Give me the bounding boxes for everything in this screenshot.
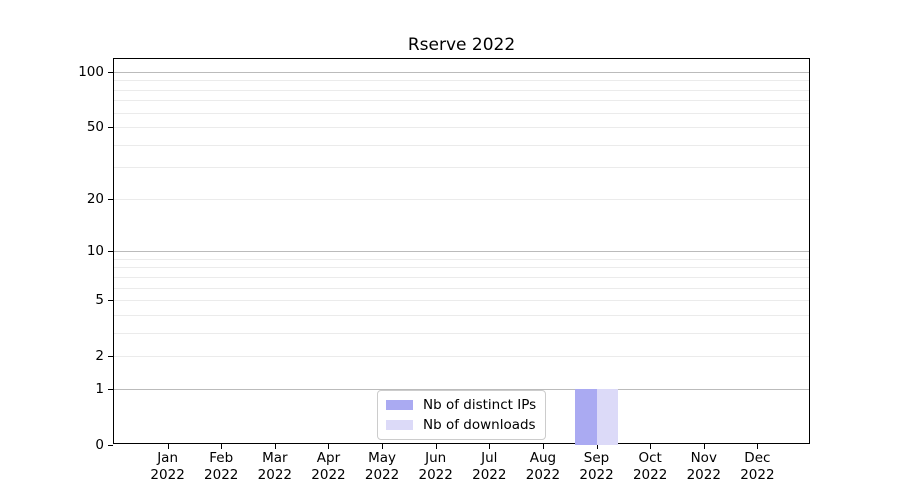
x-tick [542, 444, 544, 449]
y-tick [108, 356, 113, 358]
x-tick-label: May 2022 [365, 450, 399, 484]
y-tick-label: 1 [95, 380, 104, 397]
chart-title: Rserve 2022 [407, 35, 516, 55]
x-tick [703, 444, 705, 449]
legend-swatch-distinct-ips [386, 400, 413, 410]
x-tick-label: Dec 2022 [740, 450, 774, 484]
x-tick [167, 444, 169, 449]
x-tick-label: Nov 2022 [687, 450, 721, 484]
x-tick-year: 2022 [364, 466, 400, 483]
x-tick-month: Oct [638, 450, 662, 466]
x-tick [435, 444, 437, 449]
y-tick-label: 0 [95, 437, 104, 453]
y-gridline-minor [114, 167, 809, 169]
y-gridline-minor [114, 198, 809, 200]
y-tick-label: 5 [95, 292, 104, 309]
y-gridline-minor [114, 89, 809, 91]
bar-sep-series1 [596, 388, 618, 445]
y-gridline-minor [114, 314, 809, 316]
y-tick [108, 445, 113, 446]
legend-label-distinct-ips: Nb of distinct IPs [423, 397, 537, 413]
y-gridline-minor [114, 287, 809, 289]
x-tick-month: Sep [583, 450, 610, 466]
legend-entry-downloads: Nb of downloads [386, 417, 536, 433]
x-tick [650, 444, 652, 449]
y-gridline-minor [114, 356, 809, 358]
y-gridline-minor [114, 267, 809, 269]
x-tick-month: Feb [209, 450, 234, 466]
x-tick-label: Aug 2022 [526, 450, 560, 484]
x-tick-year: 2022 [257, 466, 293, 483]
plot-area: Nb of distinct IPs Nb of downloads 0 1 2 5 1… [78, 58, 810, 483]
legend-entry-distinct-ips: Nb of distinct IPs [386, 397, 536, 413]
y-gridline-minor [114, 80, 809, 82]
y-tick-label: 50 [86, 119, 104, 136]
y-tick [108, 300, 113, 302]
x-tick-month: Jul [481, 450, 498, 466]
legend-swatch-downloads [386, 420, 413, 430]
y-tick [108, 388, 113, 390]
legend: Nb of distinct IPs Nb of downloads [377, 390, 546, 440]
y-tick-label: 100 [78, 64, 104, 80]
legend-label-downloads: Nb of downloads [423, 417, 536, 433]
x-tick-label: Jun 2022 [419, 450, 453, 484]
y-tick [108, 251, 113, 253]
x-tick-label: Oct 2022 [633, 450, 667, 484]
x-tick-month: Nov [690, 450, 717, 466]
y-gridline-minor [114, 300, 809, 302]
x-tick [489, 444, 491, 449]
x-tick [596, 444, 598, 449]
y-gridline-minor [114, 127, 809, 129]
x-tick-month: Mar [262, 450, 288, 466]
x-tick-label: Mar 2022 [258, 450, 292, 484]
x-tick-year: 2022 [418, 466, 453, 483]
x-tick-month: May [368, 450, 397, 466]
y-tick [108, 72, 113, 73]
y-gridline-major [114, 388, 809, 390]
y-gridline-minor [114, 332, 809, 334]
y-gridline-minor [114, 276, 809, 278]
y-tick-label: 10 [86, 243, 104, 260]
x-tick [221, 444, 223, 449]
x-tick [274, 444, 276, 449]
x-tick [328, 444, 330, 449]
x-tick-year: 2022 [686, 466, 721, 483]
x-tick-month: Apr [316, 450, 341, 466]
x-tick-month: Aug [529, 450, 557, 466]
y-tick-label: 20 [86, 190, 104, 207]
x-tick-year: 2022 [204, 466, 239, 483]
x-tick-month: Jan [157, 450, 179, 466]
x-tick-label: Apr 2022 [311, 450, 345, 484]
x-tick [757, 444, 759, 449]
y-tick-label: 2 [95, 348, 104, 365]
x-tick-year: 2022 [150, 466, 185, 483]
x-tick-label: Jan 2022 [150, 450, 184, 484]
y-tick [108, 198, 113, 200]
x-tick-year: 2022 [632, 466, 668, 483]
x-tick-label: Sep 2022 [579, 450, 613, 484]
x-tick-month: Jun [425, 450, 447, 466]
y-gridline-major [114, 251, 809, 253]
y-gridline-minor [114, 258, 809, 260]
y-gridline-major [114, 72, 809, 73]
x-tick [382, 444, 384, 449]
x-tick-year: 2022 [579, 466, 614, 483]
x-tick-year: 2022 [525, 466, 561, 483]
y-tick [108, 127, 113, 129]
x-tick-year: 2022 [740, 466, 775, 483]
x-tick-month: Dec [744, 450, 771, 466]
y-gridline-minor [114, 112, 809, 114]
x-tick-year: 2022 [311, 466, 346, 483]
y-gridline-minor [114, 144, 809, 146]
x-tick-year: 2022 [472, 466, 507, 483]
x-tick-label: Feb 2022 [204, 450, 238, 484]
x-tick-label: Jul 2022 [472, 450, 506, 484]
y-gridline-minor [114, 100, 809, 102]
bar-sep-series0 [575, 388, 597, 445]
